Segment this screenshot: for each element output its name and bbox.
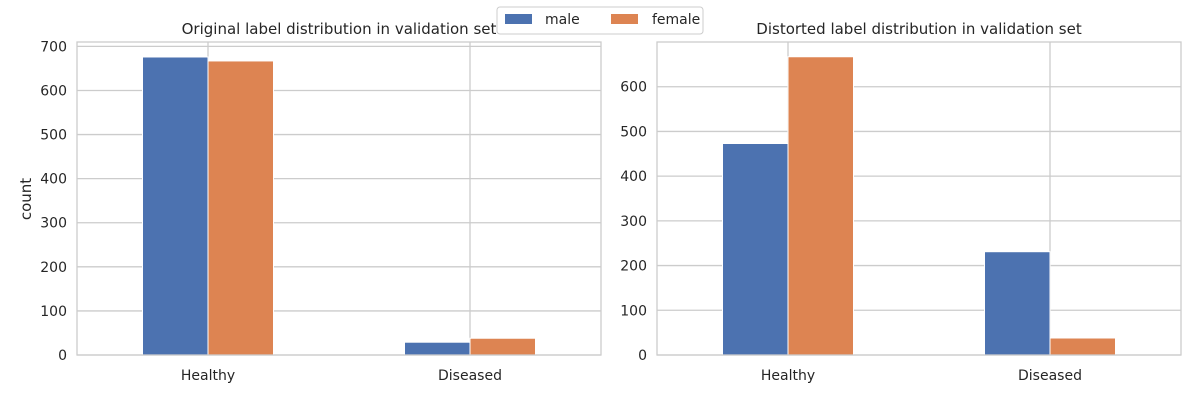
bar-female-healthy bbox=[207, 60, 274, 356]
x-tick-label: Healthy bbox=[181, 368, 235, 384]
y-axis-label: count bbox=[17, 178, 35, 220]
y-tick-label: 400 bbox=[620, 169, 647, 185]
y-tick-label: 700 bbox=[40, 39, 67, 55]
chart-title: Distorted label distribution in validati… bbox=[756, 20, 1082, 38]
bar-male-healthy bbox=[722, 143, 789, 356]
legend-box bbox=[496, 6, 704, 35]
bar-male-healthy bbox=[142, 56, 209, 356]
chart-original: Original label distribution in validatio… bbox=[17, 20, 602, 384]
y-tick-label: 300 bbox=[620, 214, 647, 230]
legend-label-female: female bbox=[652, 12, 700, 28]
bar-male-diseased bbox=[984, 251, 1051, 356]
bar-female-diseased bbox=[1049, 337, 1116, 356]
bar-male-diseased bbox=[404, 341, 471, 356]
plot-frame bbox=[76, 41, 602, 356]
y-tick-label: 400 bbox=[40, 172, 67, 188]
x-tick-label: Healthy bbox=[761, 368, 815, 384]
plot-frame bbox=[656, 41, 1182, 356]
y-tick-label: 100 bbox=[620, 303, 647, 319]
x-tick-label: Diseased bbox=[1018, 368, 1082, 384]
y-tick-label: 200 bbox=[40, 260, 67, 276]
y-tick-label: 600 bbox=[40, 83, 67, 99]
x-tick-label: Diseased bbox=[438, 368, 502, 384]
y-tick-label: 0 bbox=[638, 348, 647, 364]
y-tick-label: 200 bbox=[620, 259, 647, 275]
bar-female-healthy bbox=[787, 56, 854, 356]
y-tick-label: 300 bbox=[40, 216, 67, 232]
y-tick-label: 600 bbox=[620, 80, 647, 96]
y-tick-label: 500 bbox=[40, 128, 67, 144]
legend-label-male: male bbox=[545, 12, 580, 28]
legend: male female bbox=[496, 6, 704, 35]
y-tick-label: 500 bbox=[620, 124, 647, 140]
legend-swatch-male bbox=[505, 14, 532, 24]
y-tick-label: 100 bbox=[40, 304, 67, 320]
y-tick-label: 0 bbox=[58, 348, 67, 364]
chart-distorted: Distorted label distribution in validati… bbox=[620, 20, 1182, 384]
bar-female-diseased bbox=[469, 337, 536, 356]
chart-title: Original label distribution in validatio… bbox=[182, 20, 497, 38]
legend-swatch-female bbox=[611, 14, 638, 24]
